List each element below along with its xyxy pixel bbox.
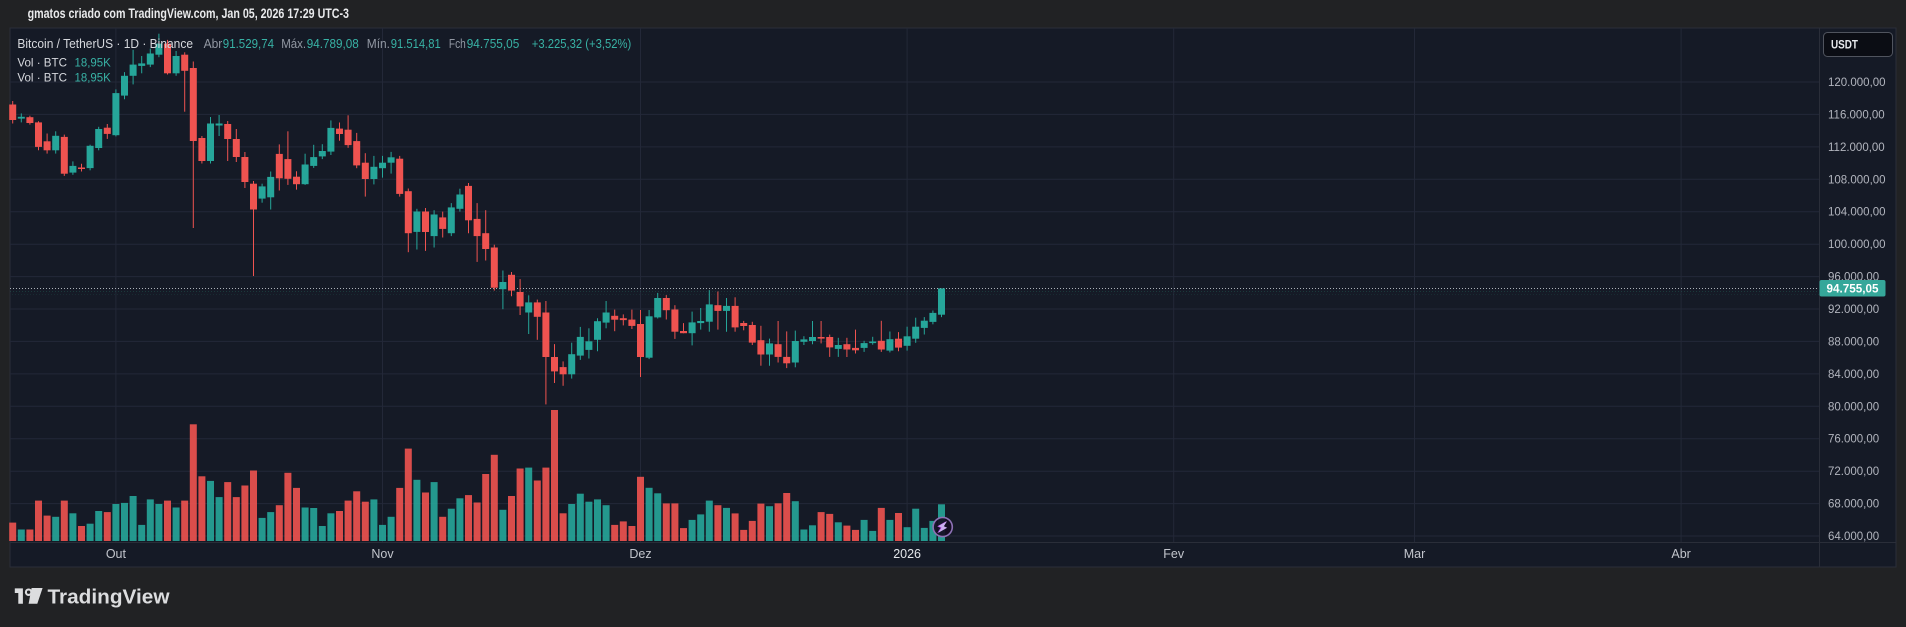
svg-text:64.000,00: 64.000,00 xyxy=(1828,531,1879,543)
svg-text:2026: 2026 xyxy=(893,547,921,561)
svg-text:Mín.: Mín. xyxy=(367,37,390,51)
svg-text:104.000,00: 104.000,00 xyxy=(1828,207,1886,219)
svg-text:94.755,05: 94.755,05 xyxy=(467,36,520,51)
svg-text:Vol · BTC: Vol · BTC xyxy=(17,71,67,85)
svg-text:91.529,74: 91.529,74 xyxy=(223,36,274,51)
svg-text:Fev: Fev xyxy=(1163,547,1185,561)
svg-text:TradingView: TradingView xyxy=(48,586,170,609)
svg-text:80.000,00: 80.000,00 xyxy=(1828,401,1879,413)
svg-text:91.514,81: 91.514,81 xyxy=(391,36,441,51)
svg-text:72.000,00: 72.000,00 xyxy=(1828,466,1879,478)
svg-text:Out: Out xyxy=(106,547,127,561)
svg-text:gmatos criado com TradingView.: gmatos criado com TradingView.com, Jan 0… xyxy=(28,6,350,21)
svg-text:76.000,00: 76.000,00 xyxy=(1828,434,1879,446)
svg-text:Abr: Abr xyxy=(204,37,223,51)
svg-text:Vol · BTC: Vol · BTC xyxy=(17,56,67,70)
svg-text:Bitcoin / TetherUS · 1D · Bina: Bitcoin / TetherUS · 1D · Binance xyxy=(17,37,193,51)
svg-text:100.000,00: 100.000,00 xyxy=(1828,239,1886,251)
svg-text:USDT: USDT xyxy=(1831,40,1858,52)
svg-text:Nov: Nov xyxy=(371,547,394,561)
svg-text:108.000,00: 108.000,00 xyxy=(1828,174,1886,186)
svg-text:18,95K: 18,95K xyxy=(75,56,111,70)
svg-text:120.000,00: 120.000,00 xyxy=(1828,77,1886,89)
svg-text:116.000,00: 116.000,00 xyxy=(1828,109,1885,121)
svg-text:18,95K: 18,95K xyxy=(75,71,111,85)
svg-text:Máx.: Máx. xyxy=(281,37,306,51)
svg-text:92.000,00: 92.000,00 xyxy=(1828,304,1879,316)
svg-text:+3.225,32 (+3,52%): +3.225,32 (+3,52%) xyxy=(532,36,631,51)
svg-text:68.000,00: 68.000,00 xyxy=(1828,499,1879,511)
svg-text:94.755,05: 94.755,05 xyxy=(1827,284,1880,296)
svg-text:Abr: Abr xyxy=(1671,547,1690,561)
svg-text:112.000,00: 112.000,00 xyxy=(1828,142,1885,154)
svg-text:Fch: Fch xyxy=(449,37,466,51)
svg-text:Mar: Mar xyxy=(1404,547,1426,561)
svg-text:84.000,00: 84.000,00 xyxy=(1828,369,1879,381)
svg-text:94.789,08: 94.789,08 xyxy=(307,36,359,51)
svg-text:88.000,00: 88.000,00 xyxy=(1828,336,1879,348)
svg-text:Dez: Dez xyxy=(629,547,651,561)
